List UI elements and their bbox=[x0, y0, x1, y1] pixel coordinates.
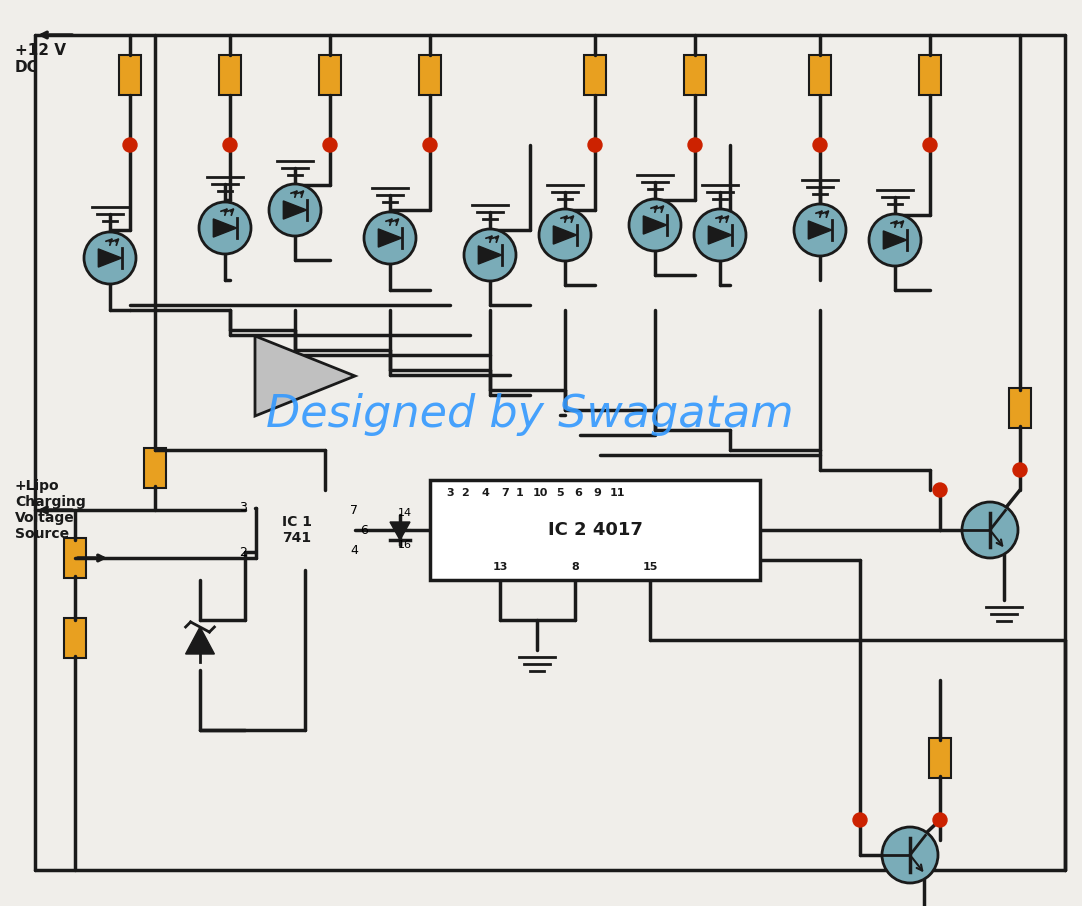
Polygon shape bbox=[255, 336, 355, 416]
Circle shape bbox=[853, 813, 867, 827]
Text: 14: 14 bbox=[398, 508, 412, 518]
Text: +12 V
DC: +12 V DC bbox=[15, 43, 66, 75]
Circle shape bbox=[869, 214, 921, 266]
Circle shape bbox=[688, 138, 702, 152]
Text: 11: 11 bbox=[609, 488, 624, 498]
Bar bbox=[119, 55, 141, 95]
Bar bbox=[809, 55, 831, 95]
Bar bbox=[144, 448, 166, 488]
Text: 7: 7 bbox=[501, 488, 509, 498]
Bar bbox=[219, 55, 241, 95]
Text: IC 1
741: IC 1 741 bbox=[282, 515, 312, 545]
Polygon shape bbox=[379, 229, 401, 247]
Bar bbox=[430, 480, 760, 580]
Bar bbox=[584, 55, 606, 95]
Text: 6: 6 bbox=[360, 524, 368, 536]
Circle shape bbox=[123, 138, 137, 152]
Circle shape bbox=[962, 502, 1018, 558]
Bar bbox=[64, 538, 85, 578]
Circle shape bbox=[84, 232, 136, 284]
Bar bbox=[684, 55, 705, 95]
Circle shape bbox=[364, 212, 415, 264]
Circle shape bbox=[629, 199, 681, 251]
Text: 5: 5 bbox=[556, 488, 564, 498]
Circle shape bbox=[923, 138, 937, 152]
Bar bbox=[1010, 388, 1031, 428]
Polygon shape bbox=[283, 201, 306, 219]
Text: 6: 6 bbox=[575, 488, 582, 498]
Text: 16: 16 bbox=[398, 540, 412, 550]
Text: 3: 3 bbox=[239, 501, 247, 514]
Bar bbox=[929, 738, 951, 778]
Polygon shape bbox=[709, 226, 731, 244]
Bar bbox=[319, 55, 341, 95]
Circle shape bbox=[423, 138, 437, 152]
Polygon shape bbox=[186, 627, 214, 654]
Text: IC 2 4017: IC 2 4017 bbox=[547, 521, 643, 539]
Circle shape bbox=[539, 209, 591, 261]
Text: 7: 7 bbox=[349, 504, 358, 516]
Text: 2: 2 bbox=[239, 546, 247, 559]
Polygon shape bbox=[390, 522, 410, 540]
Polygon shape bbox=[98, 249, 121, 267]
Bar bbox=[64, 618, 85, 658]
Polygon shape bbox=[808, 221, 832, 239]
Text: 4: 4 bbox=[349, 544, 358, 556]
Text: 10: 10 bbox=[532, 488, 547, 498]
Circle shape bbox=[933, 813, 947, 827]
Text: Designed by Swagatam: Designed by Swagatam bbox=[266, 393, 794, 437]
Polygon shape bbox=[883, 231, 907, 249]
Polygon shape bbox=[553, 226, 577, 244]
Circle shape bbox=[223, 138, 237, 152]
Text: 15: 15 bbox=[643, 562, 658, 572]
Text: 8: 8 bbox=[571, 562, 579, 572]
Circle shape bbox=[199, 202, 251, 254]
Circle shape bbox=[933, 483, 947, 497]
Text: 4: 4 bbox=[481, 488, 489, 498]
Polygon shape bbox=[213, 219, 237, 237]
Text: +Lipo
Charging
Voltage
Source: +Lipo Charging Voltage Source bbox=[15, 478, 85, 541]
Circle shape bbox=[794, 204, 846, 256]
Text: 2: 2 bbox=[461, 488, 469, 498]
Circle shape bbox=[588, 138, 602, 152]
Circle shape bbox=[694, 209, 745, 261]
Polygon shape bbox=[644, 216, 667, 234]
Text: 13: 13 bbox=[492, 562, 507, 572]
Bar bbox=[419, 55, 441, 95]
Circle shape bbox=[813, 138, 827, 152]
Text: 9: 9 bbox=[593, 488, 601, 498]
Circle shape bbox=[1013, 463, 1027, 477]
Polygon shape bbox=[478, 246, 502, 265]
Circle shape bbox=[269, 184, 321, 236]
Circle shape bbox=[324, 138, 337, 152]
Circle shape bbox=[882, 827, 938, 883]
Circle shape bbox=[464, 229, 516, 281]
Bar bbox=[919, 55, 941, 95]
Text: 1: 1 bbox=[516, 488, 524, 498]
Text: 3: 3 bbox=[446, 488, 453, 498]
